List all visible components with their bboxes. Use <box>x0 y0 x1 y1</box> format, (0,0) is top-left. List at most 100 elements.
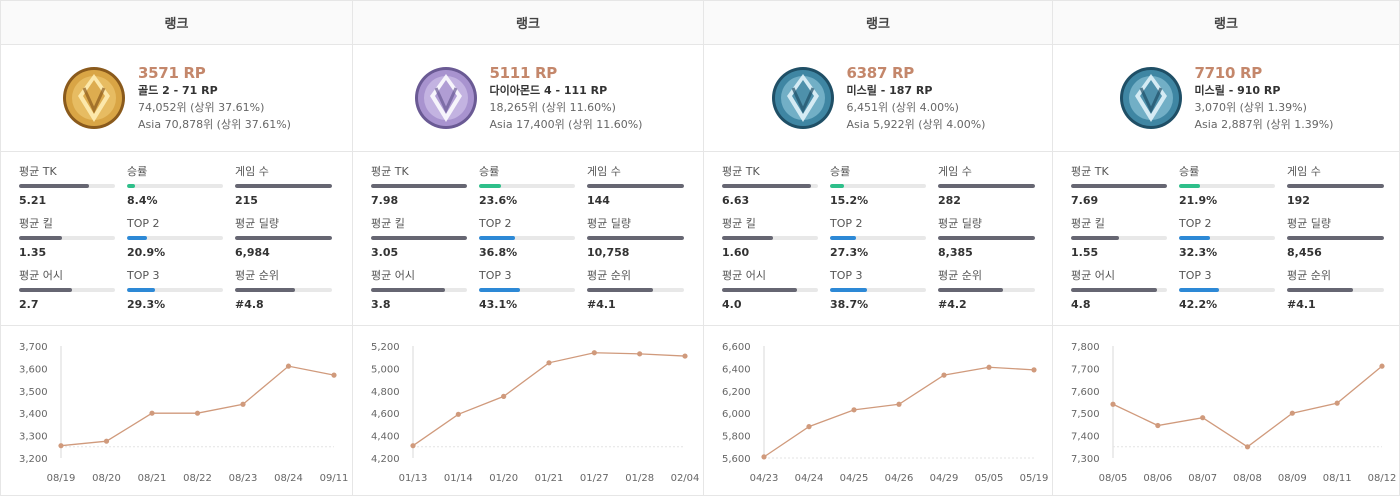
stat-value: 1.55 <box>1071 246 1099 259</box>
stat-bar <box>587 288 684 292</box>
rp-data-point[interactable] <box>1031 367 1037 373</box>
rp-data-point[interactable] <box>1200 415 1206 421</box>
x-tick-label: 01/21 <box>535 473 564 484</box>
y-tick-label: 4,600 <box>371 409 400 420</box>
stat-label: TOP 3 <box>1179 269 1212 282</box>
x-tick-label: 01/14 <box>444 473 473 484</box>
stat-item: 평균 순위 #4.2 <box>938 269 1035 321</box>
rp-data-point[interactable] <box>761 454 767 460</box>
rp-data-point[interactable] <box>501 393 507 399</box>
y-tick-label: 4,400 <box>371 432 400 443</box>
stat-value: 6,984 <box>235 246 270 259</box>
rp-data-point[interactable] <box>149 410 155 416</box>
stat-value: 27.3% <box>830 246 869 259</box>
stat-bar <box>938 184 1035 188</box>
rp-data-point[interactable] <box>1334 400 1340 406</box>
stat-item: 평균 딜량 10,758 <box>587 217 684 269</box>
line-chart-svg: 5,600 5,800 6,000 6,200 6,400 6,600 04/23 04/24… <box>722 342 1048 484</box>
stat-label: 평균 딜량 <box>938 217 982 230</box>
card-header: 랭크 <box>704 1 1052 45</box>
stat-bar <box>19 288 115 292</box>
rp-data-point[interactable] <box>1155 422 1161 429</box>
x-tick-label: 04/29 <box>930 473 959 484</box>
rp-data-point[interactable] <box>410 443 416 449</box>
stat-bar-fill <box>235 236 332 240</box>
y-tick-label: 6,000 <box>722 409 751 420</box>
stat-value: 8,385 <box>938 246 973 259</box>
stat-bar <box>1071 184 1167 188</box>
rp-data-point[interactable] <box>455 411 461 417</box>
rp-data-point[interactable] <box>637 351 643 357</box>
stat-item: 평균 킬 1.35 <box>19 217 115 269</box>
stat-item: TOP 3 29.3% <box>127 269 223 321</box>
rp-data-point[interactable] <box>591 350 597 356</box>
stat-bar-fill <box>1071 288 1158 292</box>
rp-data-point[interactable] <box>194 410 201 416</box>
rp-data-point[interactable] <box>806 424 812 430</box>
stat-value: #4.1 <box>587 298 616 311</box>
stat-value: 8,456 <box>1287 246 1322 259</box>
y-tick-label: 6,400 <box>722 364 751 375</box>
stat-value: 42.2% <box>1179 298 1218 311</box>
stat-bar <box>479 236 575 240</box>
y-tick-label: 7,500 <box>1071 409 1100 420</box>
stat-bar-fill <box>479 288 521 292</box>
stat-label: 평균 순위 <box>235 269 279 282</box>
stat-bar-fill <box>19 236 63 240</box>
stat-item: 평균 딜량 8,456 <box>1287 217 1384 269</box>
stat-value: 4.8 <box>1071 298 1091 311</box>
tier-label: 미스릴 - 187 RP <box>846 84 933 97</box>
stat-item: 평균 TK 7.98 <box>371 165 467 217</box>
rp-data-point[interactable] <box>1244 444 1251 450</box>
rp-data-point[interactable] <box>103 438 110 444</box>
y-tick-label: 3,400 <box>19 409 48 420</box>
x-tick-label: 04/23 <box>750 473 779 484</box>
stat-bar <box>235 236 332 240</box>
stat-label: 평균 TK <box>371 165 409 178</box>
rp-data-point[interactable] <box>546 360 552 366</box>
rp-data-point[interactable] <box>896 401 902 407</box>
rp-data-point[interactable] <box>682 353 688 359</box>
stat-item: 평균 TK 5.21 <box>19 165 115 217</box>
stat-label: 평균 순위 <box>938 269 982 282</box>
stat-bar-fill <box>371 236 467 240</box>
stat-value: 3.8 <box>371 298 391 311</box>
stat-value: 1.60 <box>722 246 750 259</box>
rp-history-chart: 7,300 7,400 7,500 7,600 7,700 7,800 08/05 08/06… <box>1053 326 1399 496</box>
x-tick-label: 01/28 <box>625 473 654 484</box>
rp-data-point[interactable] <box>851 407 857 413</box>
stat-value: 43.1% <box>479 298 518 311</box>
rp-data-point[interactable] <box>941 372 947 378</box>
rp-data-point[interactable] <box>1110 401 1116 407</box>
rank-points: 3571 RP <box>138 64 206 82</box>
y-tick-label: 5,200 <box>371 342 400 353</box>
y-tick-label: 7,800 <box>1071 342 1100 353</box>
rp-data-point[interactable] <box>285 363 292 369</box>
stat-bar-fill <box>938 236 1035 240</box>
rp-data-point[interactable] <box>331 372 337 378</box>
stat-bar <box>830 288 926 292</box>
stat-bar <box>722 184 818 188</box>
stat-bar-fill <box>1287 184 1384 188</box>
stat-label: 평균 킬 <box>19 217 53 230</box>
rank-card: 랭크 7710 RP 미스릴 - 910 RP 3,070위 (상위 1.39%… <box>1052 1 1400 496</box>
stat-item: 승률 8.4% <box>127 165 223 217</box>
stat-item: TOP 3 38.7% <box>830 269 926 321</box>
stat-bar <box>722 288 818 292</box>
rp-data-point[interactable] <box>986 364 992 370</box>
stat-bar-fill <box>1287 236 1384 240</box>
stat-bar-fill <box>938 288 1003 292</box>
rp-data-point[interactable] <box>58 443 64 449</box>
stat-value: 29.3% <box>127 298 166 311</box>
stat-label: 평균 어시 <box>722 269 766 282</box>
stat-label: 승률 <box>479 165 500 178</box>
rp-data-point[interactable] <box>1289 410 1295 416</box>
stat-bar-fill <box>722 184 812 188</box>
stat-value: #4.2 <box>938 298 967 311</box>
rp-data-point[interactable] <box>1379 363 1385 369</box>
card-title: 랭크 <box>866 17 890 32</box>
stat-bar-fill <box>1071 236 1119 240</box>
stat-label: 평균 TK <box>19 165 57 178</box>
rp-data-point[interactable] <box>240 401 246 407</box>
